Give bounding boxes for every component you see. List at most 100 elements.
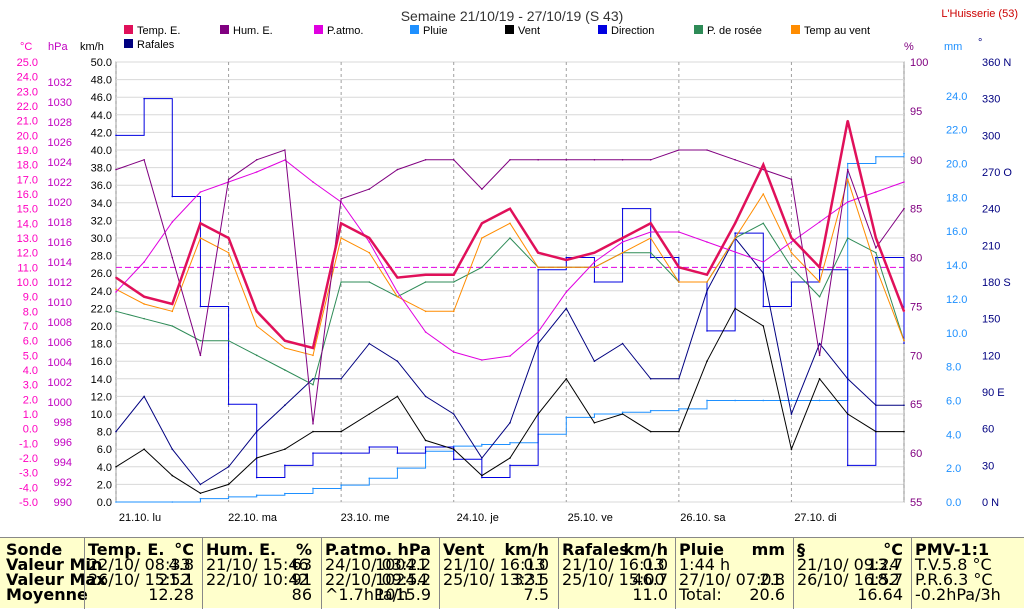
table-max-value: 1024.2 [375,570,431,589]
data-point-temp-e [509,207,511,210]
data-point-direction [593,281,596,283]
legend-swatch [694,25,703,34]
table-col-title: Temp. E. [88,540,165,559]
table-min-value: 1004.2 [375,555,431,574]
data-point-rafales [678,378,680,380]
series-line-pluie [116,153,905,503]
temp-tick-label: 5.0 [23,350,38,362]
hpa-tick-label: 996 [54,437,72,449]
data-point-p-atmo [424,331,427,333]
data-point-direction [481,476,483,479]
data-point-p-de-ros-e [762,222,765,225]
rain-tick-label: 18.0 [946,192,967,204]
data-point-temp-e [649,222,652,225]
data-point-pluie [227,496,230,498]
wind-tick-label: 18.0 [91,339,112,351]
data-point-p-atmo [115,291,117,293]
data-point-temp-au-vent [396,295,399,298]
data-point-hum-e [481,188,483,190]
data-point-hum-e [171,256,174,259]
data-point-pluie [199,497,202,500]
data-point-hum-e [537,158,539,161]
table-avg-value: 20.6 [749,585,785,604]
data-point-temp-e [537,251,539,254]
temp-tick-label: 0.0 [23,424,38,436]
data-point-p-atmo [621,241,624,243]
chart-area: Semaine 21/10/19 - 27/10/19 (S 43) L'Huis… [16,8,1018,524]
legend-swatch [410,25,419,34]
data-point-rafales [452,413,455,415]
dir-tick-label: 60 [982,424,994,436]
hpa-tick-label: 1008 [48,317,72,329]
x-tick-label: 25.10. ve [568,512,613,524]
data-point-pluie [678,408,680,410]
legend-label: Hum. E. [233,25,273,37]
table-avg-note: -0.2hPa/3h [915,585,1001,604]
data-point-temp-e [481,222,483,225]
wind-tick-label: 46.0 [91,92,112,104]
data-point-p-de-ros-e [481,266,483,269]
data-point-p-de-ros-e [875,251,877,254]
data-point-vent [284,448,286,451]
table-col-unit: km/h [623,540,668,559]
data-point-rafales [424,395,427,398]
legend-label: Temp. E. [137,25,180,37]
data-point-pluie [481,443,483,446]
data-point-p-atmo [903,181,905,183]
data-point-p-atmo [312,181,314,183]
data-point-rafales [903,404,905,407]
data-point-p-de-ros-e [846,237,849,239]
table-max-date: 25/10/ 13:31 [443,570,546,589]
table-max-date: 26/10/ 15:52 [88,570,191,589]
table-column-separator [558,538,559,609]
data-point-pluie [875,155,877,158]
hpa-tick-label: 1032 [48,77,72,89]
table-min-date: 1:44 h [679,555,731,574]
data-point-temp-au-vent [903,339,905,342]
table-col-title: PMV-1:1 [915,540,990,559]
wind-tick-label: 14.0 [91,374,112,386]
table-col-unit: km/h [504,540,549,559]
data-point-rafales [875,404,877,407]
table-min-date: 24/10/ 03:21 [325,555,428,574]
table-min-value: 0.0 [523,555,549,574]
dir-tick-label: 360 N [982,57,1011,69]
legend-swatch [598,25,607,34]
dir-tick-label: 90 E [982,387,1005,399]
data-point-temp-e [818,266,821,269]
legend-swatch [220,25,229,34]
wind-tick-label: 6.0 [97,444,112,456]
data-point-vent [255,457,258,459]
data-point-temp-au-vent [734,237,736,239]
data-point-rafales [818,342,821,345]
table-avg-value: 16.64 [857,585,903,604]
table-min-date: 21/10/ 09:24 [797,555,900,574]
hum-tick-label: 60 [910,448,922,460]
data-point-direction [227,403,230,406]
data-point-temp-e [171,303,174,305]
data-point-direction [396,452,399,454]
table-col-unit: °C [174,540,194,559]
data-point-temp-e [875,237,877,239]
temp-tick-label: 12.0 [17,248,38,260]
data-point-hum-e [678,149,680,151]
data-point-hum-e [199,354,202,357]
legend-label: P.atmo. [327,25,364,37]
data-point-rafales [621,342,624,345]
series-line-direction [116,98,905,479]
data-point-rafales [565,307,568,310]
data-point-vent [762,325,765,327]
table-max-value: 18.7 [867,570,903,589]
data-point-pluie [284,492,286,495]
table-col-unit: °C [883,540,903,559]
data-point-direction [846,464,849,467]
rain-tick-label: 22.0 [946,125,967,137]
rain-tick-label: 20.0 [946,159,967,171]
data-point-temp-au-vent [171,310,174,313]
data-point-hum-e [255,158,258,161]
data-point-rafales [227,466,230,468]
table-max-date: P.R.6.3 °C [915,570,993,589]
dir-tick-label: 300 [982,130,1000,142]
data-point-direction [734,232,736,234]
row-label-max: Valeur Max [6,570,107,589]
